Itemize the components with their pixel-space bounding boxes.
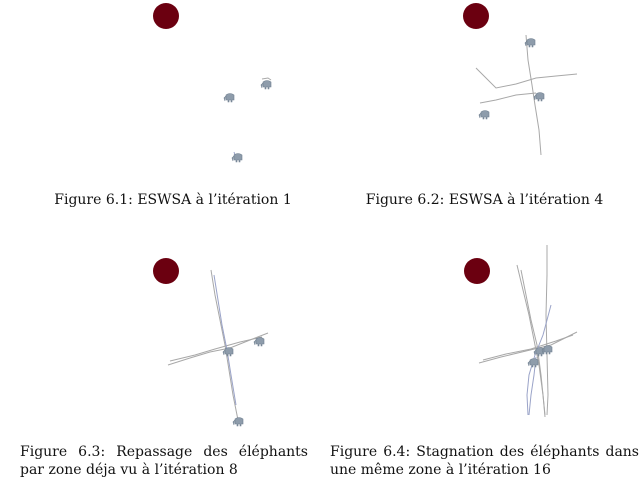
figure-label: Figure 6.2:: [365, 192, 445, 208]
movement-trail: [482, 334, 574, 361]
movement-trail: [525, 34, 542, 156]
target-marker: [153, 3, 179, 29]
elephant-icon: [478, 110, 490, 120]
elephant-icon: [260, 80, 272, 90]
figure-6-3: Figure 6.3: Repassage des éléphants par …: [0, 245, 321, 490]
elephant-icon: [231, 153, 243, 163]
elephant-icon: [222, 347, 234, 357]
elephant-icon: [232, 417, 244, 427]
elephant-icon: [223, 93, 235, 103]
figure-6-1-plot: [153, 3, 272, 163]
figure-caption: Figure 6.2: ESWSA à l’itération 4: [327, 191, 642, 209]
figure-text: ESWSA à l’itération 1: [137, 192, 292, 208]
figure-label: Figure 6.3:: [20, 444, 106, 460]
movement-trail: [475, 67, 578, 89]
movement-trail: [545, 245, 549, 416]
movement-trail: [167, 332, 269, 366]
movement-trail: [213, 274, 237, 406]
figure-6-2: Figure 6.2: ESWSA à l’itération 4: [321, 0, 642, 245]
movement-trail: [210, 269, 239, 421]
elephant-icon: [533, 92, 545, 102]
target-marker: [464, 258, 490, 284]
figure-label: Figure 6.4:: [330, 444, 411, 460]
figure-6-4: Figure 6.4: Stagnation des éléphants dan…: [321, 245, 642, 490]
movement-trail: [261, 77, 272, 81]
figure-6-3-plot: [153, 258, 269, 427]
figure-caption: Figure 6.4: Stagnation des éléphants dan…: [330, 443, 639, 479]
figure-caption: Figure 6.1: ESWSA à l’itération 1: [0, 191, 346, 209]
figure-text: Repassage des éléphants par zone déja vu…: [20, 444, 308, 478]
elephant-icon: [253, 337, 265, 347]
elephant-icon: [524, 38, 536, 48]
elephant-icon: [527, 358, 539, 368]
figure-text: ESWSA à l’itération 4: [448, 192, 604, 208]
elephant-icon: [541, 345, 553, 355]
figure-6-4-plot: [464, 245, 578, 418]
figure-6-2-plot: [463, 3, 578, 156]
target-marker: [463, 3, 489, 29]
figure-text: Stagnation des éléphants dans une même z…: [330, 444, 639, 478]
target-marker: [153, 258, 179, 284]
figure-6-1: Figure 6.1: ESWSA à l’itération 1: [0, 0, 321, 245]
movement-trail: [520, 269, 546, 416]
movement-trail: [169, 336, 263, 362]
movement-trail: [479, 92, 537, 104]
figure-caption: Figure 6.3: Repassage des éléphants par …: [20, 443, 308, 479]
figure-label: Figure 6.1:: [54, 192, 133, 208]
movement-trail: [478, 331, 578, 364]
